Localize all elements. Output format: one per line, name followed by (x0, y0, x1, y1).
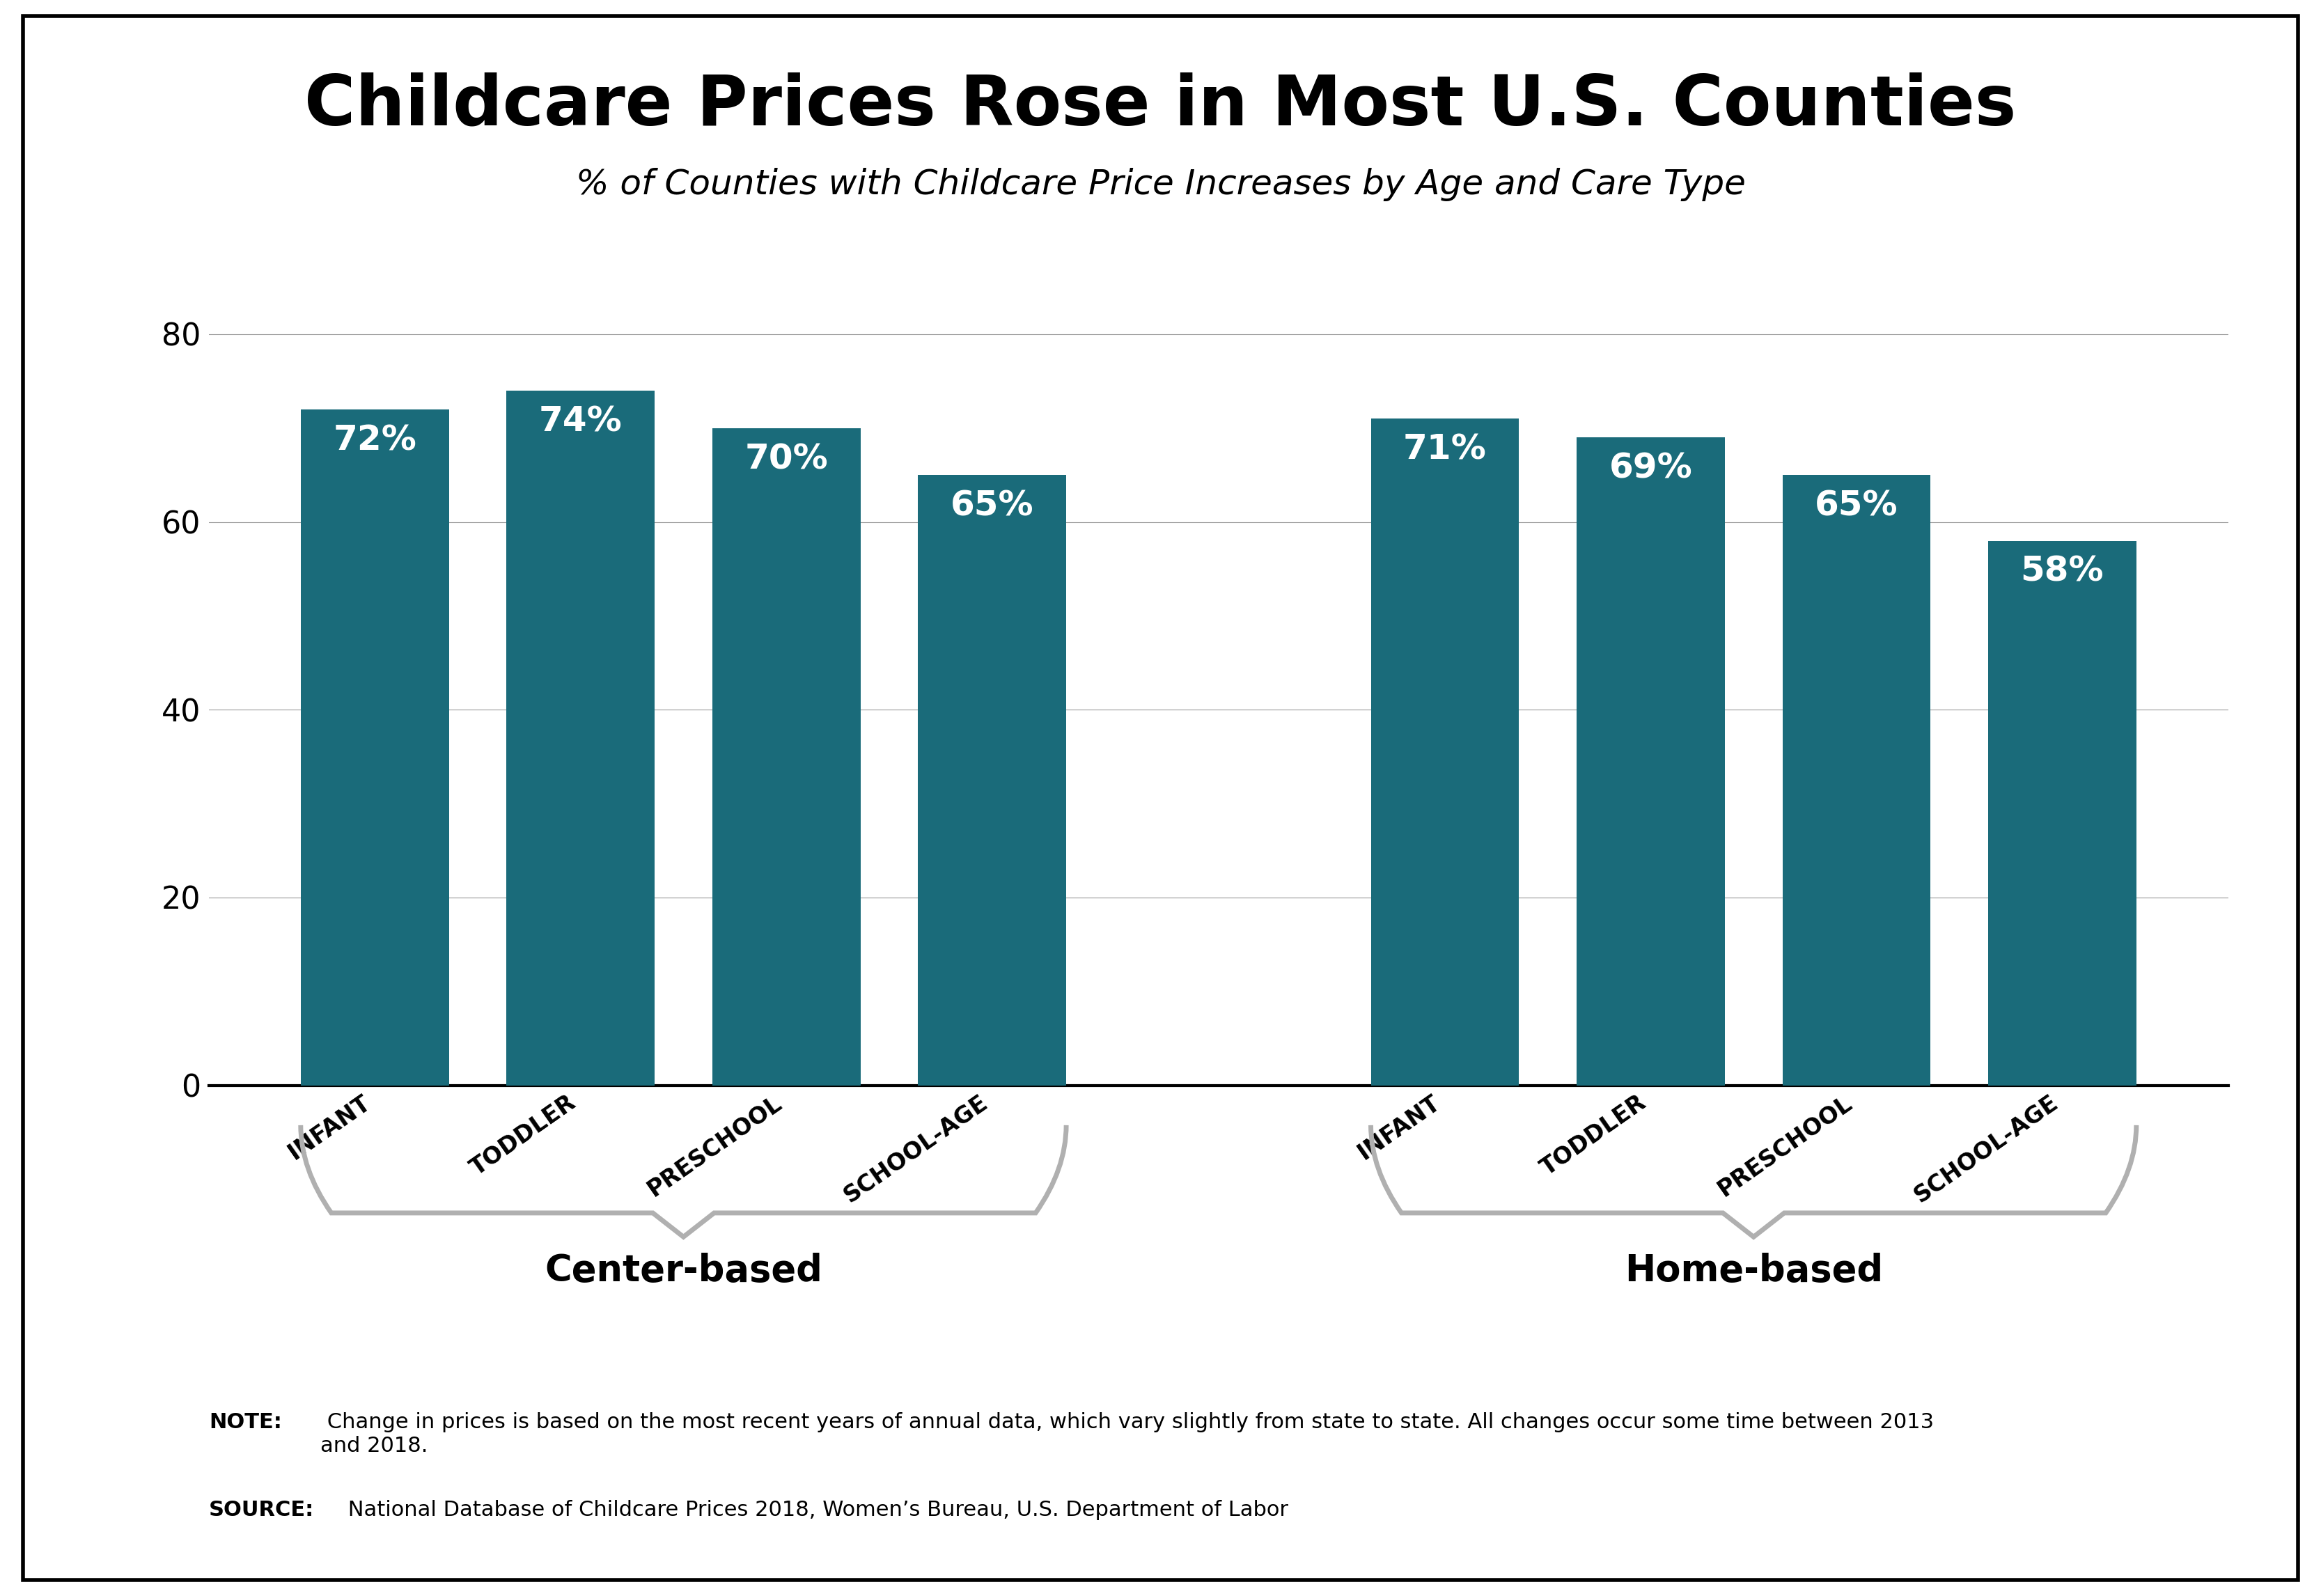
Text: % of Counties with Childcare Price Increases by Age and Care Type: % of Counties with Childcare Price Incre… (576, 168, 1745, 201)
Text: National Database of Childcare Prices 2018, Women’s Bureau, U.S. Department of L: National Database of Childcare Prices 20… (341, 1500, 1288, 1521)
Bar (302, 409, 448, 1085)
Text: SOURCE:: SOURCE: (209, 1500, 313, 1521)
Bar (1576, 437, 1725, 1085)
Text: NOTE:: NOTE: (209, 1412, 281, 1433)
Text: Childcare Prices Rose in Most U.S. Counties: Childcare Prices Rose in Most U.S. Count… (304, 72, 2017, 139)
Text: 65%: 65% (952, 488, 1033, 522)
Bar (1783, 476, 1931, 1085)
Bar (506, 391, 655, 1085)
Text: Home-based: Home-based (1625, 1253, 1882, 1290)
Text: 69%: 69% (1608, 452, 1692, 485)
Text: 70%: 70% (745, 442, 829, 476)
Text: 74%: 74% (538, 405, 622, 437)
Text: Center-based: Center-based (545, 1253, 822, 1290)
Text: 65%: 65% (1815, 488, 1899, 522)
Bar (713, 428, 861, 1085)
Text: 58%: 58% (2022, 555, 2103, 589)
Bar (1372, 418, 1518, 1085)
Bar (919, 476, 1065, 1085)
Text: 72%: 72% (332, 423, 415, 456)
Bar (1989, 541, 2135, 1085)
Text: 71%: 71% (1404, 433, 1488, 466)
Text: Change in prices is based on the most recent years of annual data, which vary sl: Change in prices is based on the most re… (320, 1412, 1933, 1456)
